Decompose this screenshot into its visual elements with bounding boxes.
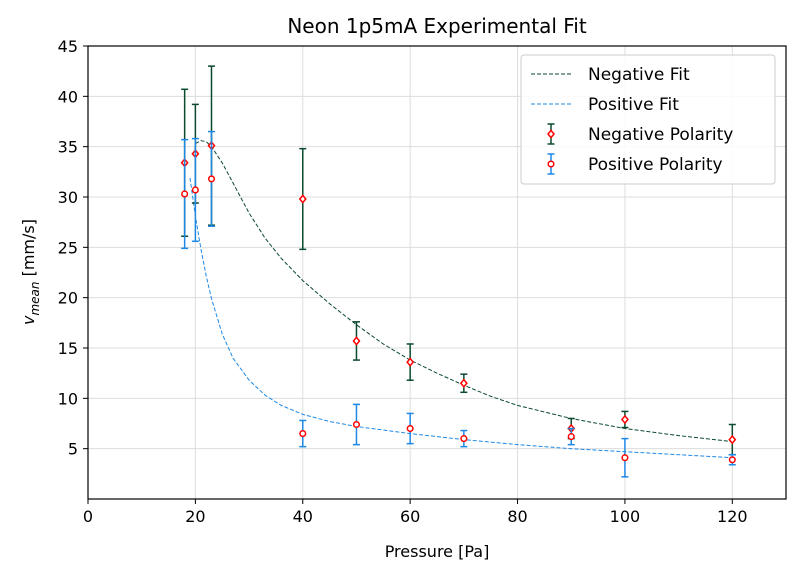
y-tick-label: 30 [58, 188, 78, 207]
x-axis-label: Pressure [Pa] [385, 542, 490, 561]
legend-label: Positive Fit [588, 95, 679, 115]
plot-frame [87, 45, 787, 500]
data-point [459, 373, 468, 394]
data-point [621, 437, 629, 478]
y-tick-label: 20 [58, 289, 78, 308]
x-tick-label: 20 [185, 507, 205, 526]
plot-area [180, 65, 737, 478]
chart-title: Neon 1p5mA Experimental Fit [287, 14, 587, 38]
data-point [207, 130, 216, 227]
x-tick-label: 40 [293, 507, 313, 526]
y-axis-label: vmean [mm/s] [19, 219, 42, 325]
y-axis-label-sub: mean [28, 281, 42, 315]
legend-entry: Positive Fit [531, 95, 679, 115]
legend-entry: Negative Polarity [547, 123, 733, 145]
legend-box [520, 54, 776, 185]
axis-ticks: 0 20 40 60 80 100 120 5 10 15 20 25 30 35 40 45 [58, 37, 748, 526]
y-axis-label-main: v [19, 315, 38, 325]
legend-label: Negative Fit [588, 65, 690, 85]
data-point [298, 147, 307, 251]
data-point [299, 419, 307, 448]
legend-label: Negative Polarity [588, 125, 733, 145]
x-tick-label: 100 [610, 507, 641, 526]
data-point [352, 403, 361, 446]
y-tick-label: 35 [58, 138, 78, 157]
y-tick-label: 10 [58, 389, 78, 408]
y-tick-label: 25 [58, 238, 78, 257]
data-point [620, 410, 629, 429]
data-point [460, 429, 468, 448]
fit-line [189, 177, 733, 459]
legend-entry: Negative Fit [531, 65, 690, 85]
y-tick-label: 15 [58, 339, 78, 358]
y-tick-label: 45 [58, 37, 78, 56]
data-point [567, 427, 575, 446]
legend-entry: Positive Polarity [547, 153, 723, 175]
legend: Negative Fit Positive Fit Negative Polarit… [520, 54, 776, 185]
fit-line [195, 140, 733, 443]
data-point [406, 343, 415, 381]
x-tick-label: 60 [400, 507, 420, 526]
y-tick-label: 40 [58, 87, 78, 106]
y-tick-label: 5 [68, 440, 78, 459]
y-axis-label-unit: [mm/s] [19, 219, 38, 281]
data-point [191, 137, 199, 243]
data-point [181, 138, 189, 250]
data-point [728, 423, 737, 456]
data-point [728, 453, 736, 466]
x-tick-label: 120 [717, 507, 748, 526]
legend-label: Positive Polarity [588, 155, 723, 175]
data-point [352, 321, 361, 361]
x-tick-label: 80 [507, 507, 527, 526]
x-tick-label: 0 [83, 507, 93, 526]
data-point [406, 412, 414, 445]
